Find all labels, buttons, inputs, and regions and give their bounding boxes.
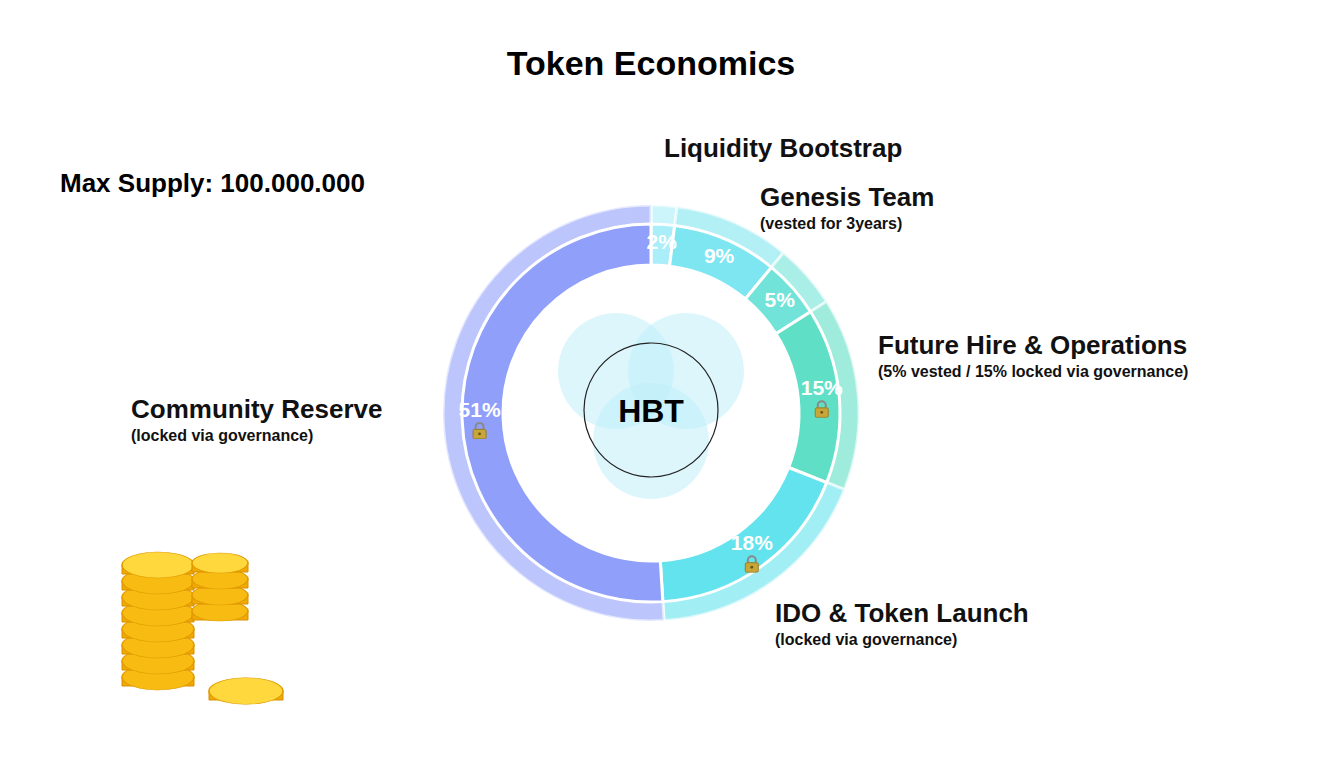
svg-text:Genesis Team: Genesis Team <box>760 182 934 212</box>
svg-text:(5% vested / 15% locked via go: (5% vested / 15% locked via governance) <box>878 363 1188 380</box>
svg-text:51%: 51% <box>459 398 501 421</box>
svg-text:IDO & Token Launch: IDO & Token Launch <box>775 598 1029 628</box>
svg-text:5%: 5% <box>764 288 795 311</box>
svg-text:Liquidity Bootstrap: Liquidity Bootstrap <box>664 133 902 163</box>
svg-text:Community Reserve: Community Reserve <box>131 394 382 424</box>
svg-text:2%: 2% <box>647 230 678 253</box>
svg-text:HBT: HBT <box>618 393 684 429</box>
svg-text:Future Hire & Operations: Future Hire & Operations <box>878 330 1187 360</box>
svg-text:(locked via governance): (locked via governance) <box>131 427 313 444</box>
svg-text:Max Supply: 100.000.000: Max Supply: 100.000.000 <box>60 168 365 198</box>
svg-text:Token Economics: Token Economics <box>507 44 795 82</box>
svg-text:15%: 15% <box>801 376 843 399</box>
svg-text:9%: 9% <box>704 244 735 267</box>
svg-text:(vested for 3years): (vested for 3years) <box>760 215 902 232</box>
svg-text:(locked via governance): (locked via governance) <box>775 631 957 648</box>
svg-text:18%: 18% <box>731 531 773 554</box>
